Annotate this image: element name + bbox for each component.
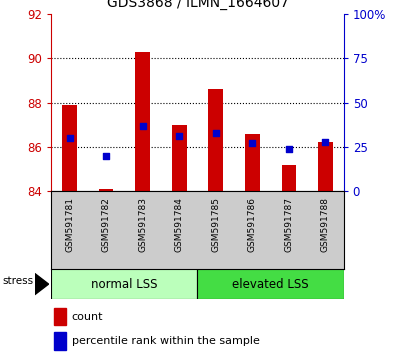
Title: GDS3868 / ILMN_1664607: GDS3868 / ILMN_1664607 (107, 0, 288, 10)
Point (213, 130, 219, 136)
Text: GSM591787: GSM591787 (284, 198, 293, 252)
Bar (172, 125, 186, 191)
Bar (318, 143, 333, 191)
Bar (99, 189, 113, 191)
Text: stress: stress (2, 275, 33, 286)
Text: percentile rank within the sample: percentile rank within the sample (72, 336, 260, 346)
Text: GSM591788: GSM591788 (321, 198, 330, 252)
Text: GSM591786: GSM591786 (248, 198, 257, 252)
Bar (51, 269, 198, 299)
Bar (62, 105, 77, 191)
Polygon shape (35, 273, 49, 295)
Text: GSM591781: GSM591781 (65, 198, 74, 252)
Point (139, 123, 146, 129)
Bar (54, 308, 66, 325)
Point (249, 141, 256, 146)
Text: GSM591783: GSM591783 (138, 198, 147, 252)
Text: GSM591784: GSM591784 (175, 198, 184, 252)
Point (176, 133, 182, 139)
Point (286, 146, 292, 152)
Text: normal LSS: normal LSS (91, 278, 158, 291)
Bar (245, 134, 260, 191)
Bar (209, 90, 223, 191)
Bar (54, 332, 66, 350)
Text: elevated LSS: elevated LSS (232, 278, 309, 291)
Point (322, 139, 329, 144)
Point (103, 153, 109, 159)
Point (66, 135, 73, 141)
Bar (135, 52, 150, 191)
Text: count: count (72, 312, 103, 321)
Bar (198, 269, 344, 299)
Bar (282, 165, 296, 191)
Text: GSM591785: GSM591785 (211, 198, 220, 252)
Text: GSM591782: GSM591782 (102, 198, 111, 252)
